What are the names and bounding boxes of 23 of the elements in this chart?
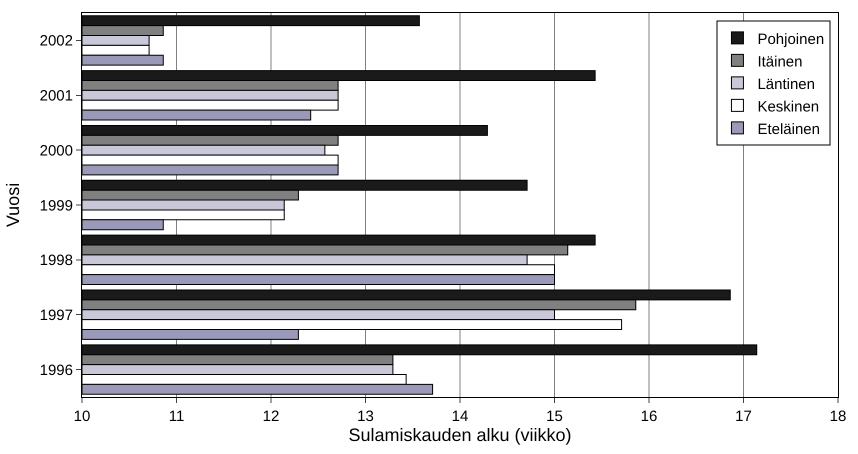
y-tick-label: 1997 xyxy=(40,306,73,324)
x-axis-title: Sulamiskauden alku (viikko) xyxy=(348,425,572,446)
x-tick-label: 12 xyxy=(262,408,280,425)
y-tick-label: 2000 xyxy=(40,142,73,160)
y-axis-title: Vuosi xyxy=(2,182,23,228)
legend-label: Itäinen xyxy=(757,53,802,70)
y-tick-label: 1999 xyxy=(40,197,73,214)
legend-label: Läntinen xyxy=(757,76,816,93)
y-tick-label: 1998 xyxy=(40,252,73,270)
legend-label: Keskinen xyxy=(757,98,820,116)
y-tick-label: 2001 xyxy=(40,88,73,105)
x-tick-label: 10 xyxy=(74,408,90,425)
y-tick-label: 2002 xyxy=(40,32,73,50)
x-tick-label: 17 xyxy=(735,408,752,425)
x-tick-label: 13 xyxy=(357,408,374,425)
y-tick-label: 1996 xyxy=(40,362,73,379)
x-tick-label: 14 xyxy=(452,408,468,425)
x-tick-label: 15 xyxy=(546,408,563,425)
x-tick-label: 18 xyxy=(830,408,846,425)
x-tick-label: 16 xyxy=(640,408,658,425)
legend-label: Pohjoinen xyxy=(757,30,824,48)
legend-label: Eteläinen xyxy=(757,120,820,138)
x-tick-label: 11 xyxy=(168,408,184,425)
